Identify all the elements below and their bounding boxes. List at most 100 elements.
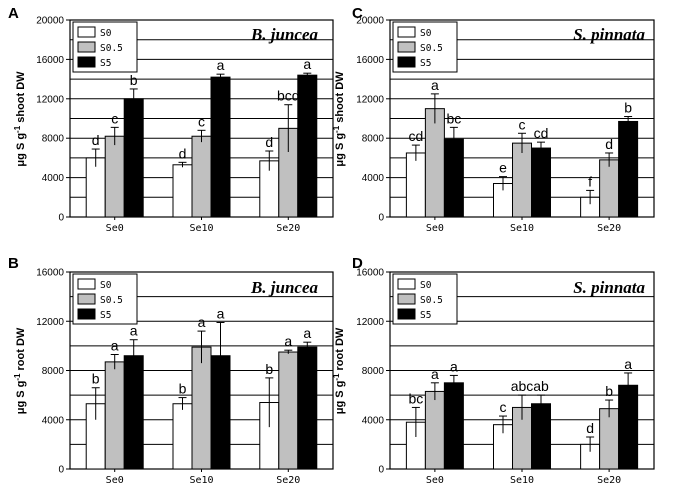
legend-label: S5 — [100, 58, 111, 69]
legend-label: S0 — [100, 28, 112, 39]
legend-swatch — [77, 293, 96, 305]
bar-s0_5-se0 — [104, 135, 125, 218]
panel-title: B. juncea — [250, 278, 319, 297]
y-tick-label: 16000 — [356, 268, 384, 279]
y-tick-label: 4000 — [362, 415, 385, 426]
y-axis-label: μg S g-1 root DW — [332, 327, 346, 414]
significance-label: c — [519, 116, 526, 132]
significance-label: d — [92, 132, 100, 148]
bar-s0_5-se10 — [191, 135, 212, 218]
y-tick-label: 8000 — [362, 134, 385, 145]
legend-swatch — [77, 308, 96, 320]
significance-label: b — [130, 72, 138, 88]
chart-panel-c: 0 4000 8000 12000 16000 20000 μg S g-1 shoot D… — [332, 5, 655, 234]
legend-label: S0 — [420, 280, 432, 291]
bar-s0-se10 — [172, 403, 193, 470]
legend: S0 S0.5 S5 — [392, 273, 458, 325]
legend: S0 S0.5 S5 — [72, 273, 138, 325]
x-category-label: Se10 — [189, 223, 213, 234]
legend-label: S0.5 — [420, 43, 443, 54]
y-axis-label-text: root DW — [334, 327, 346, 373]
significance-label: b — [605, 383, 613, 399]
significance-label: b — [92, 371, 100, 387]
legend: S0 S0.5 S5 — [392, 21, 458, 73]
chart-panel-d: 0 4000 8000 12000 16000 μg S g-1 root DW D S. p… — [332, 255, 655, 486]
significance-label: a — [303, 325, 311, 341]
significance-label: a — [303, 56, 311, 72]
significance-label: a — [111, 337, 119, 353]
panel-title: S. pinnata — [573, 25, 645, 44]
y-tick-label: 20000 — [36, 16, 64, 27]
legend-swatch — [397, 41, 416, 53]
x-category-label: Se0 — [106, 223, 124, 234]
y-tick-label: 12000 — [356, 317, 384, 328]
significance-label: cd — [408, 128, 423, 144]
significance-label: b — [265, 361, 273, 377]
y-tick-label: 0 — [58, 465, 64, 476]
significance-label: b — [179, 381, 187, 397]
bar-s0-se10 — [172, 164, 193, 218]
y-axis-label-text: μg S g — [334, 133, 346, 167]
significance-label: a — [130, 323, 138, 339]
panel-title: B. juncea — [250, 25, 319, 44]
significance-label: d — [586, 420, 594, 436]
bar-s0_5-se0 — [424, 108, 445, 218]
significance-label: c — [111, 110, 118, 126]
panel-letter: B — [8, 255, 19, 272]
legend-label: S0.5 — [100, 295, 123, 306]
significance-label: a — [450, 358, 458, 374]
bar-s0_5-se20 — [599, 408, 620, 470]
legend-swatch — [397, 56, 416, 68]
significance-label: f — [588, 173, 592, 189]
chart-panel-b: 0 4000 8000 12000 16000 μg S g-1 root DW B B. j… — [8, 255, 334, 486]
panel-letter: D — [352, 255, 363, 272]
bar-s5-se10 — [531, 403, 551, 470]
x-category-label: Se20 — [597, 475, 621, 486]
significance-label: a — [431, 366, 439, 382]
legend-swatch — [397, 308, 416, 320]
y-tick-label: 12000 — [36, 94, 64, 105]
y-axis-label-superscript: -1 — [13, 125, 22, 133]
y-axis-label: μg S g-1 shoot DW — [13, 71, 27, 167]
y-tick-label: 20000 — [356, 16, 384, 27]
bar-s0_5-se20 — [278, 351, 299, 470]
bar-s5-se20 — [618, 384, 639, 470]
significance-label: bc — [446, 110, 461, 126]
panel-letter: C — [352, 5, 363, 22]
y-tick-label: 12000 — [36, 317, 64, 328]
bar-s5-se20 — [297, 346, 318, 470]
y-tick-label: 4000 — [42, 173, 65, 184]
legend-label: S5 — [420, 58, 431, 69]
legend-label: S0 — [420, 28, 432, 39]
bar-s0-se0 — [405, 152, 426, 218]
y-tick-label: 16000 — [36, 268, 64, 279]
y-tick-label: 8000 — [42, 366, 65, 377]
significance-label: a — [284, 333, 292, 349]
significance-label: d — [179, 145, 187, 161]
significance-label: c — [500, 399, 507, 415]
bar-s0_5-se10 — [191, 346, 212, 470]
bar-s5-se0 — [123, 98, 144, 218]
x-category-label: Se20 — [276, 223, 300, 234]
x-category-label: Se10 — [189, 475, 213, 486]
y-axis-label-superscript: -1 — [332, 373, 341, 381]
significance-label: a — [198, 314, 206, 330]
y-tick-label: 8000 — [362, 366, 385, 377]
legend-swatch — [77, 278, 96, 290]
bar-s0_5-se0 — [104, 361, 125, 470]
significance-label: c — [198, 113, 205, 129]
x-category-label: Se10 — [510, 223, 534, 234]
legend-swatch — [77, 56, 96, 68]
x-category-label: Se20 — [276, 475, 300, 486]
x-category-label: Se0 — [106, 475, 124, 486]
y-tick-label: 12000 — [356, 94, 384, 105]
panel-title: S. pinnata — [573, 278, 645, 297]
legend-label: S5 — [420, 310, 431, 321]
y-tick-label: 0 — [378, 465, 384, 476]
y-axis-label-superscript: -1 — [13, 373, 22, 381]
y-tick-label: 4000 — [42, 415, 65, 426]
y-axis-label-text: shoot DW — [334, 71, 346, 126]
legend-label: S5 — [100, 310, 111, 321]
significance-label: b — [624, 100, 632, 116]
